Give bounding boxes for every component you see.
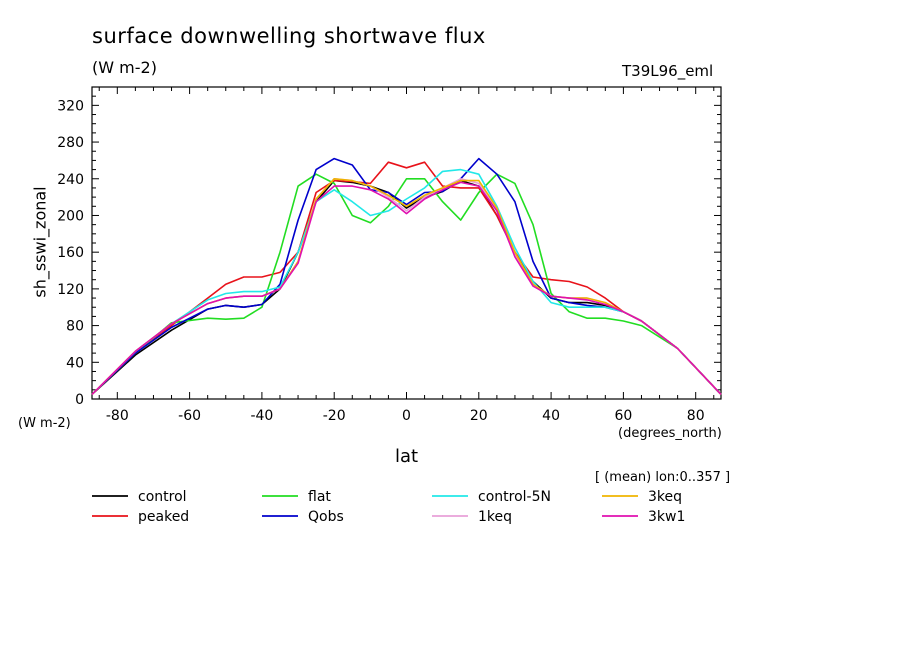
legend-label-3kw1: 3kw1 — [648, 509, 685, 525]
series-line-1keq — [91, 178, 722, 395]
x-tick-label: 0 — [402, 408, 411, 424]
y-tick-label: 80 — [66, 319, 84, 335]
y-tick-label: 320 — [57, 98, 84, 114]
x-tick-label: -80 — [106, 408, 129, 424]
x-axis-units: (degrees_north) — [618, 426, 722, 441]
experiment-label: T39L96_eml — [622, 62, 714, 80]
x-axis-label: lat — [395, 446, 419, 467]
y-axis-units: (W m-2) — [18, 416, 71, 431]
legend-label-flat: flat — [308, 489, 331, 505]
x-tick-label: 80 — [687, 408, 705, 424]
y-tick-label: 40 — [66, 355, 84, 371]
x-tick-label: -60 — [178, 408, 201, 424]
legend-label-peaked: peaked — [138, 509, 189, 525]
y-tick-label: 280 — [57, 135, 84, 151]
chart-subtitle: [ (mean) lon:0..357 ] — [595, 470, 731, 485]
legend-label-control: control — [138, 489, 187, 505]
x-tick-label: -20 — [323, 408, 346, 424]
series-line-flat — [91, 173, 722, 395]
legend-label-1keq: 1keq — [478, 509, 512, 525]
series-line-control-5N — [91, 168, 722, 395]
y-tick-label: 120 — [57, 282, 84, 298]
series-line-3kw1 — [91, 181, 722, 395]
chart-title: surface downwelling shortwave flux — [92, 24, 486, 48]
legend-label-3keq: 3keq — [648, 489, 682, 505]
plot-frame — [91, 86, 722, 400]
y-tick-label: 160 — [57, 245, 84, 261]
x-tick-label: 20 — [470, 408, 488, 424]
y-tick-label: 240 — [57, 172, 84, 188]
y-tick-label: 0 — [75, 392, 84, 408]
x-tick-label: 60 — [614, 408, 632, 424]
legend-label-Qobs: Qobs — [308, 509, 344, 525]
series-line-Qobs — [91, 157, 722, 395]
legend-label-control-5N: control-5N — [478, 489, 551, 505]
x-tick-label: 40 — [542, 408, 560, 424]
chart-units: (W m-2) — [92, 58, 157, 77]
series-line-peaked — [91, 161, 722, 395]
x-tick-label: -40 — [250, 408, 273, 424]
y-tick-label: 200 — [57, 208, 84, 224]
